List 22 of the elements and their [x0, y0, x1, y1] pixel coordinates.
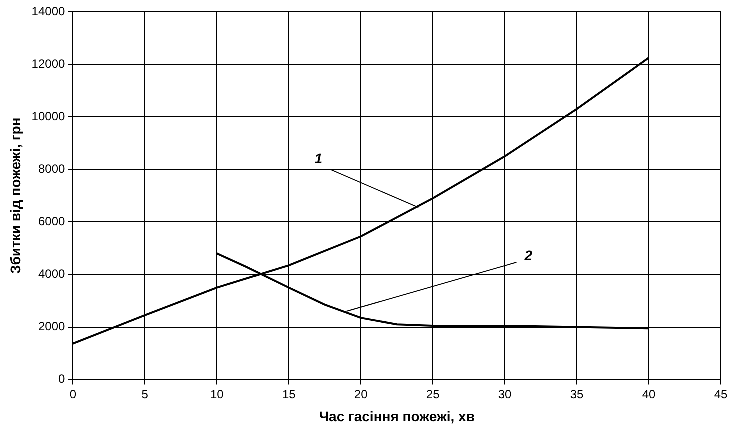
annotation: 2 — [524, 247, 533, 264]
x-tick-label: 10 — [210, 387, 224, 402]
y-tick-label: 14000 — [32, 4, 66, 18]
y-tick-label: 0 — [58, 372, 66, 386]
x-tick-label: 40 — [642, 387, 656, 402]
x-axis-title: Час гасіння пожежі, хв — [319, 408, 476, 424]
x-tick-label: 5 — [142, 387, 149, 402]
annotation: 1 — [314, 150, 323, 167]
x-tick-label: 45 — [714, 387, 728, 402]
y-tick-label: 4000 — [38, 267, 66, 282]
y-tick-label: 6000 — [38, 214, 66, 228]
y-axis-title: Збитки від пожежі, грн — [7, 118, 24, 274]
y-tick-label: 8000 — [38, 162, 66, 176]
x-tick-label: 0 — [70, 387, 77, 402]
y-tick-label: 10000 — [32, 109, 66, 124]
x-tick-label: 35 — [570, 387, 584, 402]
x-tick-label: 30 — [498, 387, 512, 402]
y-tick-label: 12000 — [32, 56, 66, 71]
x-tick-label: 15 — [282, 387, 296, 402]
x-tick-label: 25 — [426, 387, 440, 402]
y-tick-label: 2000 — [38, 320, 66, 334]
x-tick-label: 20 — [354, 387, 368, 402]
